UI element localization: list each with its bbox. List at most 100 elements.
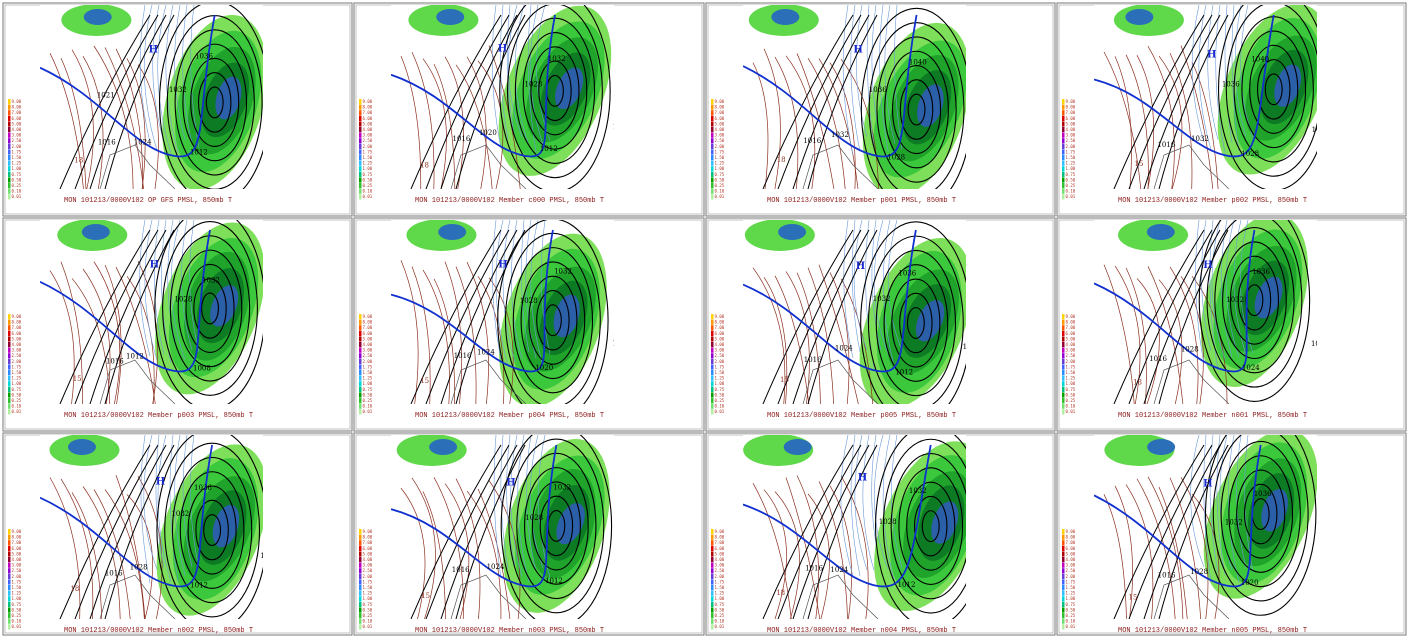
isobar [531, 481, 581, 571]
isobar [1206, 220, 1303, 388]
contour-label: 1040 [1251, 56, 1269, 64]
isotherm [104, 264, 122, 404]
coastline [802, 574, 879, 619]
legend-label: 7.00 [715, 110, 725, 115]
isotherm [93, 45, 134, 189]
isobar [522, 31, 588, 150]
contour-label: 1024 [835, 344, 853, 352]
legend-swatch [711, 127, 714, 133]
isotherm [444, 483, 470, 619]
isobar [539, 495, 574, 557]
legend-swatch [711, 381, 714, 387]
legend-label: 0.10 [363, 404, 373, 409]
legend-label: 1.75 [1066, 149, 1076, 154]
isobar [410, 444, 502, 619]
legend-label: 3.00 [1066, 348, 1076, 353]
isotherm [840, 475, 869, 619]
legend-swatch [711, 166, 714, 172]
legend-label: 1.50 [12, 585, 22, 590]
legend-swatch [8, 143, 11, 149]
freezing-line [743, 444, 932, 588]
legend-label: 7.00 [12, 110, 22, 115]
legend-swatch [359, 381, 362, 387]
legend-label: 2.50 [363, 138, 373, 143]
legend-swatch [8, 529, 11, 535]
legend-label: 1.75 [363, 149, 373, 154]
contour-label: 1004 [963, 343, 981, 351]
legend-swatch [1062, 398, 1065, 404]
legend-label: 0.50 [363, 392, 373, 397]
legend-swatch [1062, 121, 1065, 127]
legend-swatch [1062, 166, 1065, 172]
legend-swatch [359, 364, 362, 370]
legend-label: 8.00 [1066, 320, 1076, 325]
legend-swatch [1062, 585, 1065, 591]
legend-swatch [359, 618, 362, 624]
legend-swatch [359, 194, 362, 200]
legend-swatch [359, 138, 362, 144]
legend-label: 9.00 [1066, 314, 1076, 319]
legend-label: 8.00 [363, 535, 373, 540]
isotherm-cold [1240, 220, 1254, 354]
legend-swatch [711, 121, 714, 127]
legend-swatch [711, 386, 714, 392]
high-label: H [853, 45, 862, 56]
legend-label: 9.00 [715, 529, 725, 534]
legend-swatch [711, 624, 714, 630]
legend-label: 3.00 [1066, 563, 1076, 568]
legend-swatch [359, 132, 362, 138]
contour-label: 1028 [1241, 150, 1259, 158]
isobar [860, 7, 966, 189]
legend-label: 5.00 [363, 336, 373, 341]
isobar [179, 471, 245, 589]
legend-swatch [359, 624, 362, 630]
legend-swatch [1062, 325, 1065, 331]
contour-label: 1024 [1242, 364, 1260, 372]
contour-label: 1032 [554, 268, 572, 276]
legend-swatch [711, 573, 714, 579]
legend-label: 0.75 [1066, 602, 1076, 607]
legend-label: 2.50 [1066, 138, 1076, 143]
legend-swatch [1062, 545, 1065, 551]
isobar [425, 14, 510, 189]
precip [771, 9, 800, 25]
isobar [536, 289, 570, 351]
isotherm [466, 490, 502, 619]
isotherm [1114, 485, 1133, 619]
legend-swatch [711, 579, 714, 585]
isobar [1143, 229, 1221, 404]
isotherm [829, 62, 856, 189]
legend-swatch [1062, 557, 1065, 563]
precip [81, 224, 110, 240]
legend-swatch [359, 529, 362, 535]
high-label: H [149, 45, 158, 56]
map: H 1040 1036 1032 1016 1028 1004 15 [1094, 5, 1317, 189]
map: H 1036 1032 1028 1016 1020 1004 15 [1094, 435, 1317, 619]
legend-swatch [711, 177, 714, 183]
caption: MON 101213/0000V102 Member p001 PMSL, 85… [767, 197, 956, 205]
legend-swatch [8, 319, 11, 325]
legend-swatch [8, 573, 11, 579]
isotherm [1114, 56, 1132, 189]
isotherm-cold [493, 435, 502, 579]
isobar [762, 229, 854, 404]
legend-swatch [711, 330, 714, 336]
legend-swatch [711, 607, 714, 613]
legend-label: 5.00 [715, 121, 725, 126]
isotherm-cold [510, 435, 523, 577]
high-label: H [858, 473, 867, 484]
isotherm [1169, 266, 1199, 404]
legend-label: 6.00 [12, 331, 22, 336]
contour-label: 18 [420, 162, 429, 170]
isotherm-cold [514, 5, 530, 146]
caption: MON 101213/0000V102 Member p003 PMSL, 85… [64, 412, 253, 420]
isobar [807, 229, 878, 404]
legend-swatch [8, 104, 11, 110]
isobar [1158, 444, 1229, 619]
legend-swatch [1062, 568, 1065, 574]
legend-swatch [8, 121, 11, 127]
freezing-line [40, 444, 213, 588]
legend-label: 3.00 [363, 133, 373, 138]
freezing-line [1094, 229, 1256, 373]
